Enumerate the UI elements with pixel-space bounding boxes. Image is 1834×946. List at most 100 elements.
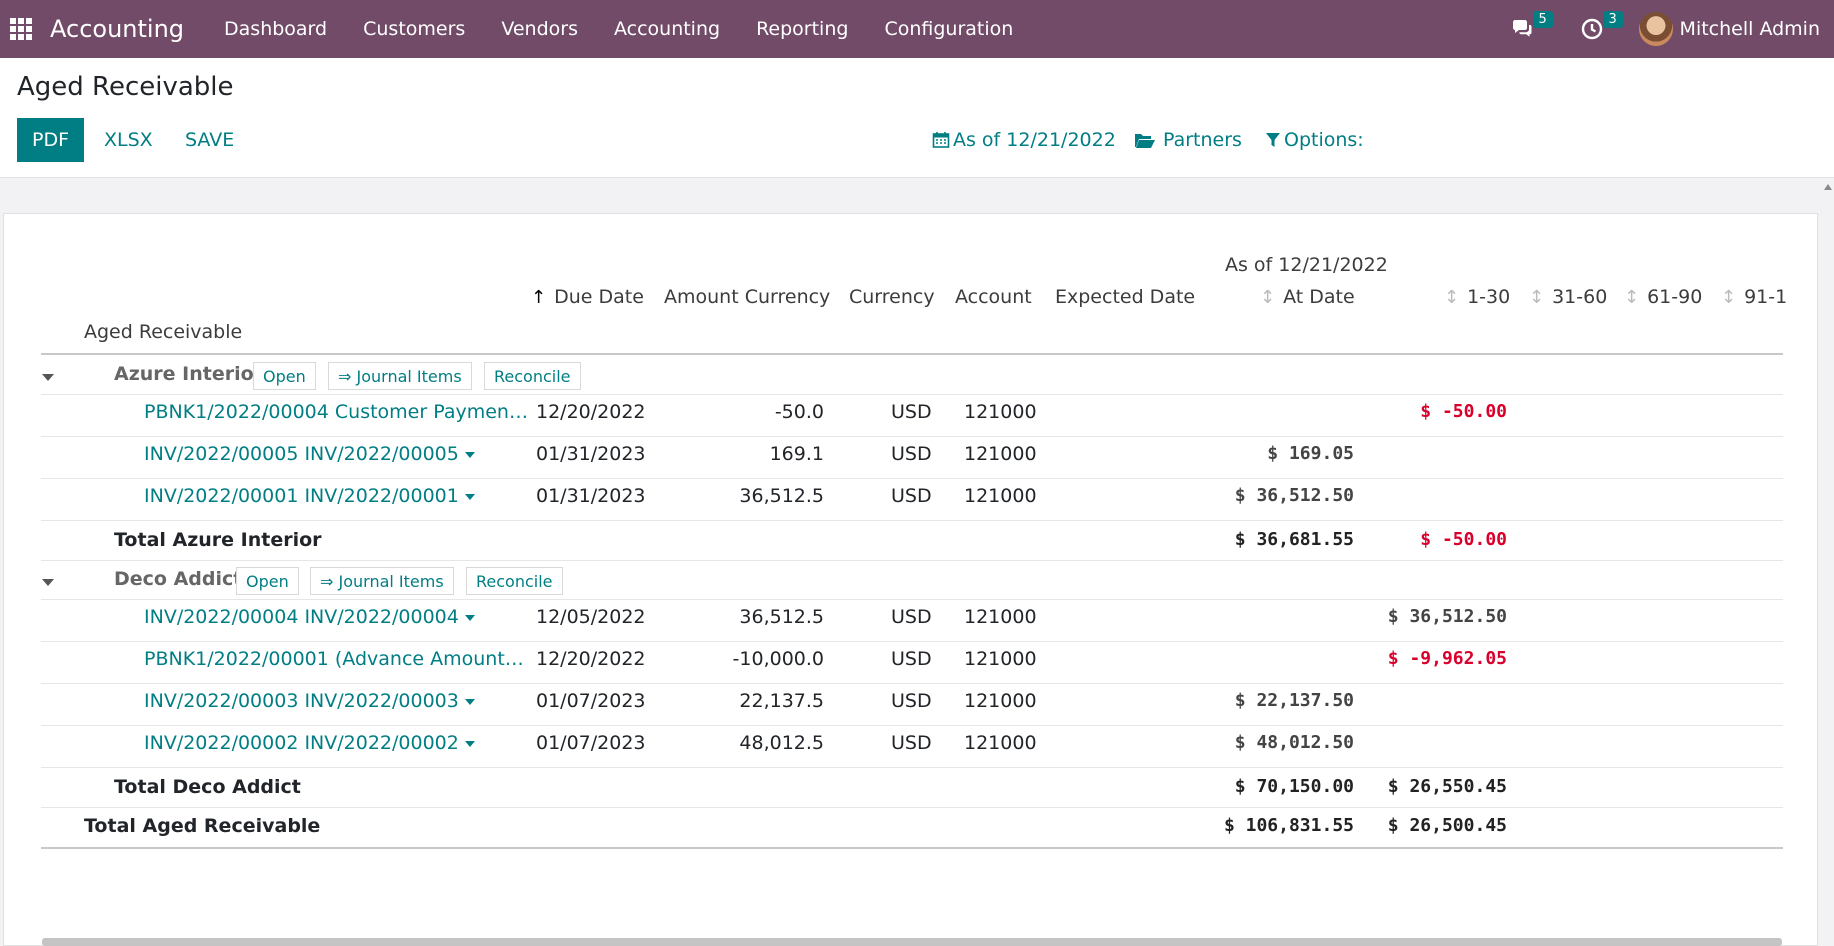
activities-systray[interactable]: 3 [1557, 0, 1627, 58]
journal-items-button[interactable]: ⇒ Journal Items [310, 567, 454, 595]
move-line-link[interactable]: INV/2022/00003 INV/2022/00003 [144, 690, 475, 712]
save-button[interactable]: SAVE [185, 129, 235, 151]
caret-down-icon[interactable] [464, 740, 475, 747]
options-filter[interactable]: Options: [1265, 122, 1364, 158]
reconcile-button[interactable]: Reconcile [466, 567, 563, 595]
period-header: As of 12/21/2022 [1225, 254, 1388, 276]
user-menu[interactable]: Mitchell Admin [1638, 12, 1820, 46]
menu-customers[interactable]: Customers [363, 18, 466, 40]
currency: USD [891, 606, 932, 628]
col-31-60[interactable]: ↕ 31-60 [1529, 286, 1608, 308]
currency: USD [891, 485, 932, 507]
account: 121000 [964, 443, 1037, 465]
pdf-button[interactable]: PDF [17, 118, 84, 162]
grand-total-at-date: $ 106,831.55 [1223, 815, 1354, 836]
calendar-icon [932, 132, 950, 148]
col-1-30[interactable]: ↕ 1-30 [1444, 286, 1511, 308]
sort-icon: ↕ [1721, 287, 1737, 308]
open-button[interactable]: Open [236, 567, 299, 595]
sort-icon: ↕ [1624, 287, 1640, 308]
grand-total-label: Total Aged Receivable [84, 815, 321, 837]
caret-down-icon[interactable] [464, 698, 475, 705]
collapse-caret-icon[interactable] [42, 374, 54, 381]
amount-currency: 48,012.5 [739, 732, 824, 754]
amount-currency: 36,512.5 [739, 606, 824, 628]
amount-1-30: $ 36,512.50 [1387, 606, 1507, 627]
move-line-link[interactable]: INV/2022/00001 INV/2022/00001 [144, 485, 475, 507]
footer-separator [41, 847, 1783, 849]
amount-currency: 36,512.5 [739, 485, 824, 507]
amount-at-date: $ 36,512.50 [1234, 485, 1354, 506]
menu-accounting[interactable]: Accounting [613, 18, 721, 40]
col-due-date[interactable]: ↑ Due Date [531, 286, 644, 308]
account: 121000 [964, 606, 1037, 628]
collapse-caret-icon[interactable] [42, 579, 54, 586]
col-61-90[interactable]: ↕ 61-90 [1624, 286, 1703, 308]
menu-vendors[interactable]: Vendors [501, 18, 578, 40]
due-date: 12/20/2022 [536, 401, 646, 423]
options-filter-label: Options: [1284, 129, 1364, 151]
date-filter-label: As of 12/21/2022 [953, 129, 1116, 151]
filter-icon [1266, 133, 1280, 147]
apps-menu-icon[interactable] [0, 0, 42, 58]
row-separator [41, 683, 1783, 684]
col-91-120[interactable]: ↕ 91-1 [1721, 286, 1788, 308]
top-navbar: Accounting Dashboard Customers Vendors A… [0, 0, 1834, 58]
row-separator [41, 560, 1783, 561]
xlsx-button[interactable]: XLSX [104, 129, 153, 151]
row-separator [41, 767, 1783, 768]
sort-icon: ↕ [1260, 287, 1276, 308]
folder-open-icon [1135, 134, 1155, 148]
date-filter[interactable]: As of 12/21/2022 [932, 122, 1116, 158]
app-name[interactable]: Accounting [50, 15, 185, 43]
move-line-link[interactable]: PBNK1/2022/00004 Customer Paymen… [144, 401, 528, 423]
move-line-link[interactable]: INV/2022/00002 INV/2022/00002 [144, 732, 475, 754]
sort-icon: ↕ [1529, 287, 1545, 308]
col-at-date[interactable]: ↕ At Date [1260, 286, 1355, 308]
account: 121000 [964, 648, 1037, 670]
move-line-link[interactable]: PBNK1/2022/00001 (Advance Amount… [144, 648, 524, 670]
messages-systray[interactable]: 5 [1487, 0, 1557, 58]
row-separator [41, 478, 1783, 479]
menu-reporting[interactable]: Reporting [756, 18, 849, 40]
amount-1-30: $ -50.00 [1420, 401, 1507, 422]
group-partner-name[interactable]: Azure Interior [114, 363, 264, 385]
move-line-link[interactable]: INV/2022/00004 INV/2022/00004 [144, 606, 475, 628]
amount-currency: 169.1 [769, 443, 824, 465]
partners-filter[interactable]: Partners [1134, 122, 1242, 158]
group-partner-name[interactable]: Deco Addict [114, 568, 243, 590]
due-date: 01/07/2023 [536, 690, 646, 712]
amount-at-date: $ 169.05 [1267, 443, 1354, 464]
amount-currency: -10,000.0 [732, 648, 824, 670]
due-date: 01/31/2023 [536, 443, 646, 465]
amount-currency: -50.0 [774, 401, 824, 423]
caret-down-icon[interactable] [464, 493, 475, 500]
due-date: 01/07/2023 [536, 732, 646, 754]
amount-at-date: $ 48,012.50 [1234, 732, 1354, 753]
row-separator [41, 394, 1783, 395]
open-button[interactable]: Open [253, 362, 316, 390]
amount-currency: 22,137.5 [739, 690, 824, 712]
horizontal-scrollbar[interactable] [42, 938, 1782, 946]
caret-down-icon[interactable] [464, 614, 475, 621]
journal-items-button[interactable]: ⇒ Journal Items [328, 362, 472, 390]
account: 121000 [964, 485, 1037, 507]
caret-down-icon[interactable] [464, 451, 475, 458]
menu-configuration[interactable]: Configuration [884, 18, 1014, 40]
account: 121000 [964, 401, 1037, 423]
avatar [1638, 12, 1673, 46]
vertical-scrollbar[interactable] [1820, 178, 1834, 946]
col-expected-date: Expected Date [1055, 286, 1196, 308]
reconcile-button[interactable]: Reconcile [484, 362, 581, 390]
total-at-date: $ 70,150.00 [1234, 776, 1354, 797]
currency: USD [891, 443, 932, 465]
chat-icon [1512, 20, 1532, 37]
move-line-link[interactable]: INV/2022/00005 INV/2022/00005 [144, 443, 475, 465]
report-name-header: Aged Receivable [84, 321, 243, 343]
col-account: Account [955, 286, 1032, 308]
row-separator [41, 599, 1783, 600]
account: 121000 [964, 690, 1037, 712]
currency: USD [891, 690, 932, 712]
account: 121000 [964, 732, 1037, 754]
menu-dashboard[interactable]: Dashboard [224, 18, 328, 40]
